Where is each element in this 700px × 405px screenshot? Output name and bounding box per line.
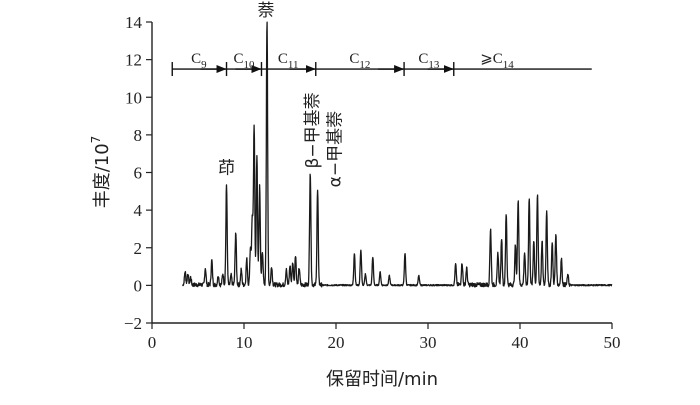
x-tick-label: 30 [420,333,437,352]
y-axis-title-exponent: 7 [89,136,103,144]
peak-label-alpha-methylnaphthalene: α−甲基萘 [326,111,346,187]
x-tick-label: 20 [328,333,345,352]
y-tick-label: 4 [134,201,143,220]
x-tick-label: 50 [604,333,621,352]
y-axis-title: 丰度/10 [92,143,113,208]
x-tick-label: 10 [236,333,253,352]
carbon-range-bar: C9 C10 C11 C12 C13 ⩾C14 [171,51,592,77]
peak-label-indene: 茚 [218,159,235,179]
carbon-range-label: C9 [191,51,207,71]
x-tick-label: 0 [148,333,157,352]
y-axis-title-group: 丰度/107 [89,136,113,209]
y-tick-label: 0 [134,276,143,295]
svg-text:丰度/107: 丰度/107 [89,136,113,209]
x-axis-ticks: 0 10 20 30 40 50 [148,323,621,352]
y-tick-label: 6 [134,164,143,183]
carbon-range-label: ⩾C14 [480,51,514,71]
y-tick-label: 14 [125,13,143,32]
carbon-range-label: C13 [418,51,440,71]
series-line [181,21,613,288]
peak-label-naphthalene: 萘 [258,1,275,21]
carbon-range-label: C10 [233,51,255,71]
y-tick-label: 2 [134,239,143,258]
x-tick-label: 40 [512,333,529,352]
peak-labels: 茚 萘 β−甲基萘 α−甲基萘 [218,1,346,187]
x-axis-title: 保留时间/min [326,369,438,390]
y-tick-label: 12 [125,51,142,70]
y-axis-ticks: −2 0 2 4 6 8 10 12 14 [124,13,152,333]
y-tick-label: −2 [124,314,142,333]
peak-label-beta-methylnaphthalene: β−甲基萘 [303,92,323,168]
carbon-range-label: C11 [278,51,299,71]
y-tick-label: 10 [125,88,142,107]
carbon-range-label: C12 [349,51,370,71]
y-tick-label: 8 [134,126,143,145]
